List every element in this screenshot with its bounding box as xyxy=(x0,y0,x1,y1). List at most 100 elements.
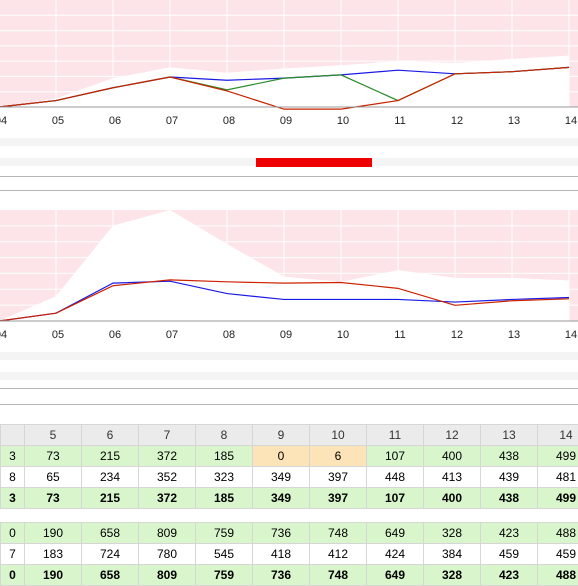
table-cell: 372 xyxy=(139,488,196,509)
table-cell: 748 xyxy=(310,565,367,586)
table-cell: 73 xyxy=(25,488,82,509)
x-tick-label: 13 xyxy=(508,115,520,127)
table-cell: 6 xyxy=(82,425,139,446)
table-cell: 413 xyxy=(424,467,481,488)
table-cell: 215 xyxy=(82,488,139,509)
table-cell: 759 xyxy=(196,565,253,586)
table-cell: 349 xyxy=(253,467,310,488)
table-cell: 649 xyxy=(367,565,424,586)
x-tick-label: 13 xyxy=(508,329,520,341)
table-cell: 328 xyxy=(424,523,481,544)
table-cell: 736 xyxy=(253,565,310,586)
x-tick-label: 11 xyxy=(394,329,405,341)
table-cell: 7 xyxy=(1,544,25,565)
table-cell: 488 xyxy=(538,523,578,544)
table-cell: 545 xyxy=(196,544,253,565)
table-cell: 234 xyxy=(82,467,139,488)
table-cell: 8 xyxy=(196,425,253,446)
x-tick-label: 05 xyxy=(52,115,64,127)
chart-bottom-svg: 0405060708091011121314 xyxy=(0,210,578,346)
divider xyxy=(0,388,578,389)
x-tick-label: 08 xyxy=(223,115,235,127)
x-tick-label: 12 xyxy=(451,329,463,341)
table-cell: 352 xyxy=(139,467,196,488)
x-tick-label: 14 xyxy=(565,115,577,127)
table-cell: 481 xyxy=(538,467,578,488)
x-tick-label: 11 xyxy=(394,115,405,127)
table-cell xyxy=(1,425,25,446)
chart-top: 0405060708091011121314 xyxy=(0,0,578,132)
table-cell: 423 xyxy=(481,565,538,586)
selection-bar[interactable] xyxy=(256,158,372,167)
table-cell: 107 xyxy=(367,488,424,509)
table-cell: 649 xyxy=(367,523,424,544)
x-tick-label: 09 xyxy=(280,329,292,341)
table-cell: 5 xyxy=(25,425,82,446)
x-tick-label: 05 xyxy=(52,329,64,341)
table-cell: 809 xyxy=(139,565,196,586)
table-cell: 10 xyxy=(310,425,367,446)
table-cell: 400 xyxy=(424,446,481,467)
x-tick-label: 07 xyxy=(166,115,178,127)
table-cell: 438 xyxy=(481,446,538,467)
table-cell: 7 xyxy=(139,425,196,446)
timeline-band xyxy=(0,372,578,380)
x-tick-label: 10 xyxy=(337,115,349,127)
table-cell: 459 xyxy=(481,544,538,565)
x-tick-label: 06 xyxy=(109,115,121,127)
table-cell: 418 xyxy=(253,544,310,565)
table-spacer xyxy=(1,509,578,523)
table-cell: 724 xyxy=(82,544,139,565)
table-cell: 658 xyxy=(82,523,139,544)
x-tick-label: 07 xyxy=(166,329,178,341)
chart-bottom: 0405060708091011121314 xyxy=(0,210,578,346)
divider xyxy=(0,190,578,191)
table-cell: 11 xyxy=(367,425,424,446)
table-cell: 183 xyxy=(25,544,82,565)
table-cell: 190 xyxy=(25,565,82,586)
table-cell: 397 xyxy=(310,488,367,509)
divider xyxy=(0,404,578,405)
table-cell: 0 xyxy=(1,565,25,586)
x-tick-label: 14 xyxy=(565,329,577,341)
table-cell: 65 xyxy=(25,467,82,488)
x-tick-label: 12 xyxy=(451,115,463,127)
table-cell: 658 xyxy=(82,565,139,586)
table-cell: 384 xyxy=(424,544,481,565)
table-cell: 448 xyxy=(367,467,424,488)
table-cell: 780 xyxy=(139,544,196,565)
table-cell: 323 xyxy=(196,467,253,488)
table-cell: 9 xyxy=(253,425,310,446)
x-tick-label: 04 xyxy=(0,329,7,341)
table-cell: 185 xyxy=(196,446,253,467)
table-cell: 748 xyxy=(310,523,367,544)
table-cell: 400 xyxy=(424,488,481,509)
table-cell: 488 xyxy=(538,565,578,586)
table-cell: 215 xyxy=(82,446,139,467)
table-cell: 73 xyxy=(25,446,82,467)
table-cell: 439 xyxy=(481,467,538,488)
table-cell: 397 xyxy=(310,467,367,488)
table-cell: 809 xyxy=(139,523,196,544)
table-cell: 736 xyxy=(253,523,310,544)
table-cell: 14 xyxy=(538,425,578,446)
table-cell: 107 xyxy=(367,446,424,467)
table-cell: 349 xyxy=(253,488,310,509)
table-cell: 8 xyxy=(1,467,25,488)
table-cell: 185 xyxy=(196,488,253,509)
table-cell: 459 xyxy=(538,544,578,565)
chart-top-svg: 0405060708091011121314 xyxy=(0,0,578,132)
table-cell: 6 xyxy=(310,446,367,467)
table-cell: 423 xyxy=(481,523,538,544)
table-cell: 328 xyxy=(424,565,481,586)
table-cell: 12 xyxy=(424,425,481,446)
table-cell: 424 xyxy=(367,544,424,565)
timeline-band xyxy=(0,138,578,146)
